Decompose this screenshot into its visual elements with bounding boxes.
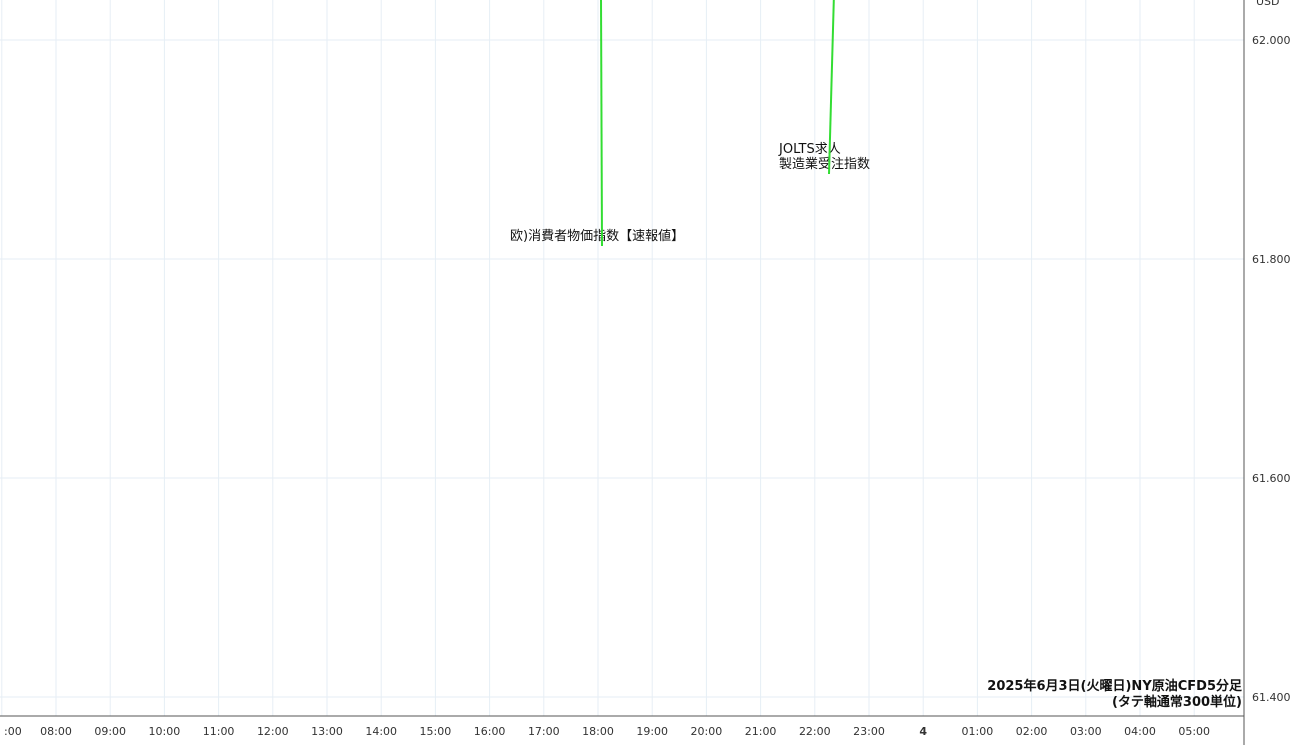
x-tick-label: 15:00 [420,725,452,738]
annotation-text: 欧)消費者物価指数【速報値】 [510,228,684,244]
x-tick-label: 14:00 [365,725,397,738]
currency-label: USD [1256,0,1280,8]
x-tick-label: 17:00 [528,725,560,738]
annotation-leader-line [600,0,603,247]
y-tick-label: 61.600 [1252,472,1291,485]
x-tick-label: 22:00 [799,725,831,738]
x-tick-label: 05:00 [1178,725,1210,738]
x-tick-labels: :00 08:00 09:00 10:00 11:00 12:00 13:00 14:00 15… [4,725,1210,738]
annotation-text: JOLTS求人 [778,142,841,157]
x-tick-label: 23:00 [853,725,885,738]
chart-subtitle: (タテ軸通常300単位) [1112,694,1242,710]
x-tick-label: 10:00 [149,725,181,738]
y-tick-label: 61.800 [1252,253,1291,266]
y-tick-label: 61.400 [1252,691,1291,704]
x-tick-label: 13:00 [311,725,343,738]
x-tick-label: 03:00 [1070,725,1102,738]
x-tick-label: 08:00 [40,725,72,738]
x-tick-label: 16:00 [474,725,506,738]
x-tick-label: 11:00 [203,725,235,738]
x-tick-label: 19:00 [636,725,668,738]
y-tick-label: 62.000 [1252,34,1291,47]
x-tick-label: :00 [4,725,22,738]
chart-title: 2025年6月3日(火曜日)NY原油CFD5分足 [987,678,1243,694]
gridlines [0,0,1244,716]
x-tick-label: 20:00 [691,725,723,738]
x-tick-label: 02:00 [1016,725,1048,738]
x-tick-label: 01:00 [962,725,994,738]
x-tick-label: 09:00 [94,725,126,738]
y-tick-labels: 64.40064.20064.00063.80063.60063.40063.2… [1252,34,1291,704]
x-tick-label: 18:00 [582,725,614,738]
annotation-text: 製造業受注指数 [779,156,870,172]
x-tick-label: 12:00 [257,725,289,738]
x-tick-label: 04:00 [1124,725,1156,738]
x-tick-label: 4 [919,725,927,738]
x-tick-label: 21:00 [745,725,777,738]
